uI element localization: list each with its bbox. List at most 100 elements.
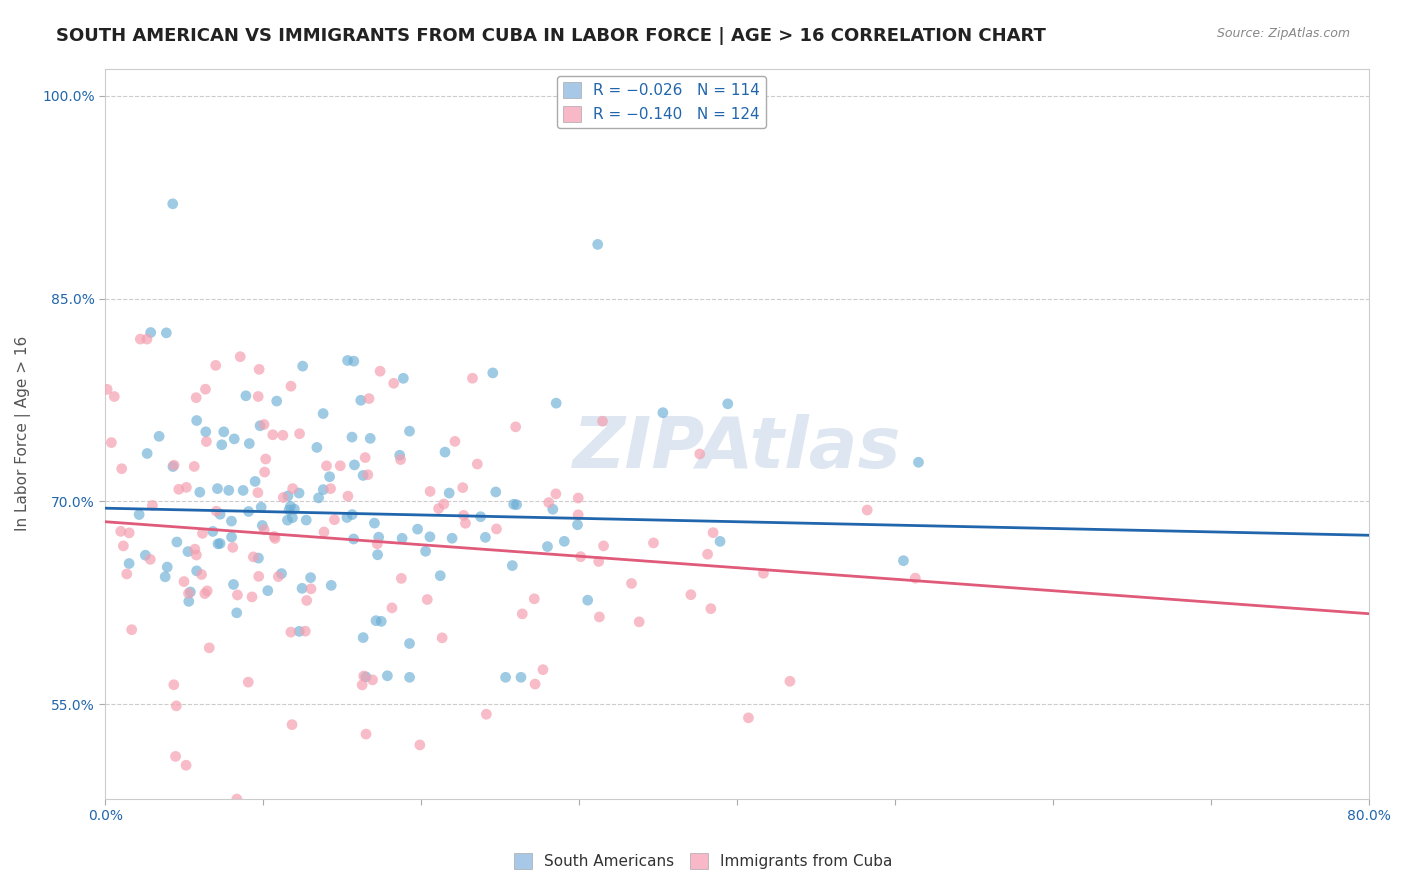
Immigrants from Cuba: [141, 499, 163, 513]
Immigrants from Cuba: [205, 504, 228, 518]
Immigrants from Cuba: [416, 592, 439, 607]
South Americans: [221, 514, 243, 528]
Immigrants from Cuba: [315, 458, 337, 473]
South Americans: [235, 389, 257, 403]
South Americans: [207, 537, 229, 551]
Immigrants from Cuba: [190, 567, 212, 582]
South Americans: [354, 670, 377, 684]
South Americans: [312, 483, 335, 497]
Immigrants from Cuba: [167, 483, 190, 497]
South Americans: [188, 485, 211, 500]
Immigrants from Cuba: [389, 452, 412, 467]
South Americans: [505, 498, 527, 512]
Immigrants from Cuba: [281, 717, 304, 731]
Immigrants from Cuba: [643, 536, 665, 550]
Immigrants from Cuba: [254, 452, 277, 467]
South Americans: [134, 548, 156, 562]
South Americans: [377, 669, 399, 683]
Immigrants from Cuba: [246, 485, 269, 500]
South Americans: [415, 544, 437, 558]
Immigrants from Cuba: [280, 625, 302, 640]
Legend: South Americans, Immigrants from Cuba: South Americans, Immigrants from Cuba: [508, 847, 898, 875]
South Americans: [541, 502, 564, 516]
South Americans: [212, 425, 235, 439]
Immigrants from Cuba: [700, 601, 723, 615]
South Americans: [340, 430, 363, 444]
Immigrants from Cuba: [288, 426, 311, 441]
South Americans: [247, 551, 270, 566]
South Americans: [406, 522, 429, 536]
South Americans: [367, 530, 389, 544]
Immigrants from Cuba: [111, 461, 134, 475]
South Americans: [222, 577, 245, 591]
South Americans: [312, 407, 335, 421]
Immigrants from Cuba: [139, 552, 162, 566]
Immigrants from Cuba: [628, 615, 651, 629]
South Americans: [211, 438, 233, 452]
South Americans: [278, 503, 301, 517]
South Americans: [256, 583, 278, 598]
Immigrants from Cuba: [419, 484, 441, 499]
Immigrants from Cuba: [336, 489, 359, 503]
Immigrants from Cuba: [453, 508, 475, 523]
Immigrants from Cuba: [366, 537, 388, 551]
South Americans: [651, 406, 673, 420]
Immigrants from Cuba: [100, 435, 122, 450]
Immigrants from Cuba: [242, 549, 264, 564]
Immigrants from Cuba: [247, 389, 270, 403]
South Americans: [305, 441, 328, 455]
Immigrants from Cuba: [465, 457, 488, 471]
Immigrants from Cuba: [531, 663, 554, 677]
South Americans: [352, 631, 374, 645]
Immigrants from Cuba: [115, 566, 138, 581]
South Americans: [276, 513, 298, 527]
Immigrants from Cuba: [357, 467, 380, 482]
Immigrants from Cuba: [129, 332, 152, 346]
South Americans: [186, 564, 208, 578]
South Americans: [148, 429, 170, 443]
Immigrants from Cuba: [451, 481, 474, 495]
Immigrants from Cuba: [112, 539, 135, 553]
Immigrants from Cuba: [389, 571, 412, 585]
Immigrants from Cuba: [174, 758, 197, 772]
South Americans: [194, 425, 217, 439]
Immigrants from Cuba: [620, 576, 643, 591]
South Americans: [299, 571, 322, 585]
South Americans: [474, 530, 496, 544]
Immigrants from Cuba: [444, 434, 467, 449]
Immigrants from Cuba: [194, 586, 217, 600]
Immigrants from Cuba: [357, 392, 380, 406]
Immigrants from Cuba: [271, 428, 294, 442]
South Americans: [155, 326, 177, 340]
South Americans: [201, 524, 224, 539]
South Americans: [243, 475, 266, 489]
South Americans: [907, 455, 929, 469]
South Americans: [434, 445, 457, 459]
South Americans: [567, 517, 589, 532]
South Americans: [481, 366, 503, 380]
South Americans: [441, 531, 464, 545]
Immigrants from Cuba: [592, 539, 614, 553]
Immigrants from Cuba: [537, 495, 560, 509]
Immigrants from Cuba: [103, 390, 125, 404]
South Americans: [166, 535, 188, 549]
Immigrants from Cuba: [323, 513, 346, 527]
Immigrants from Cuba: [264, 532, 287, 546]
Immigrants from Cuba: [588, 554, 610, 568]
South Americans: [398, 670, 420, 684]
Immigrants from Cuba: [409, 738, 432, 752]
Immigrants from Cuba: [136, 332, 159, 346]
Immigrants from Cuba: [353, 669, 375, 683]
Immigrants from Cuba: [679, 588, 702, 602]
Immigrants from Cuba: [295, 593, 318, 607]
Immigrants from Cuba: [592, 414, 614, 428]
South Americans: [893, 554, 915, 568]
Immigrants from Cuba: [696, 547, 718, 561]
South Americans: [437, 486, 460, 500]
Immigrants from Cuba: [173, 574, 195, 589]
South Americans: [288, 486, 311, 500]
Immigrants from Cuba: [319, 482, 342, 496]
Immigrants from Cuba: [273, 491, 295, 505]
South Americans: [283, 502, 305, 516]
South Americans: [252, 518, 274, 533]
